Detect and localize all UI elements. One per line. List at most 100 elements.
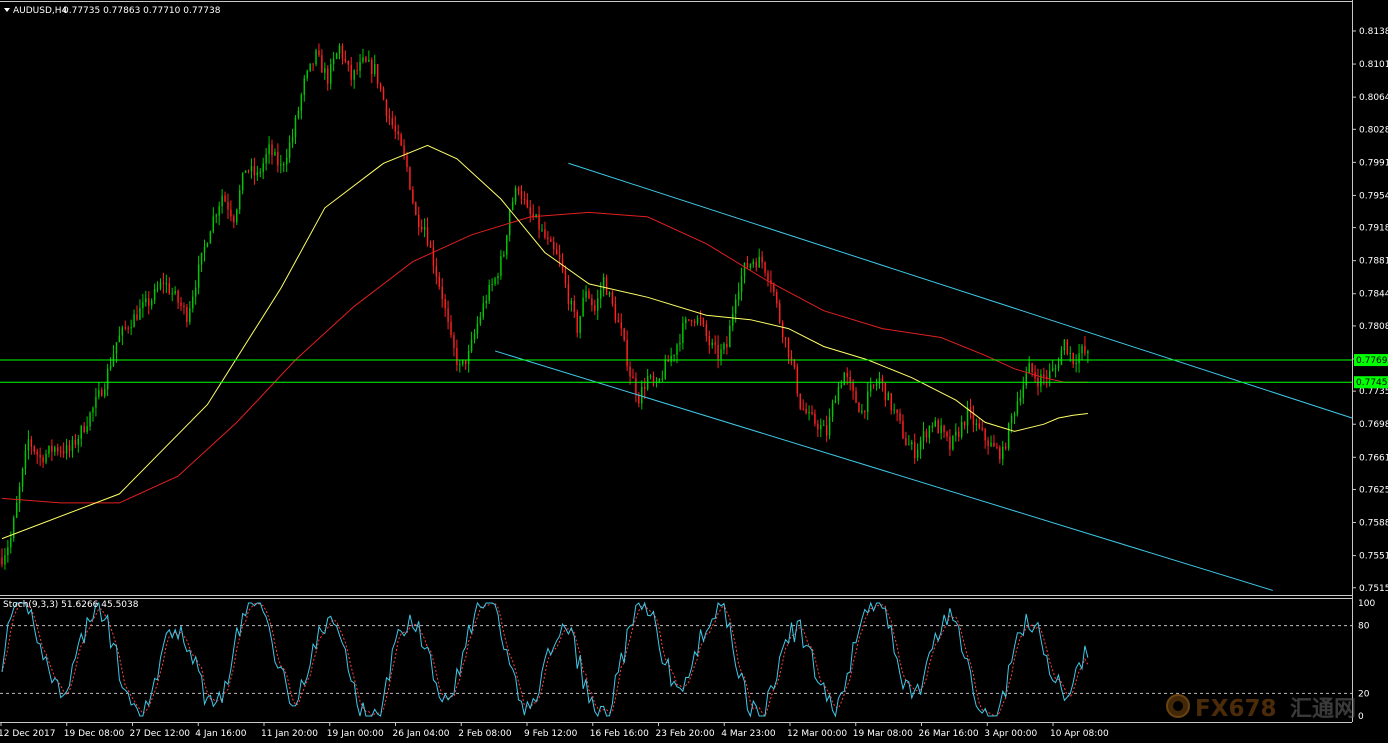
candle-body xyxy=(755,261,757,268)
candle-body xyxy=(817,423,819,430)
candle-body xyxy=(74,439,77,445)
candle-body xyxy=(21,468,24,487)
price-plot[interactable] xyxy=(0,43,1353,591)
candle-body xyxy=(626,339,628,367)
time-tick-label: 12 Dec 2017 xyxy=(0,729,56,739)
candle-body xyxy=(699,317,702,320)
candle-body xyxy=(520,191,523,199)
candle-body xyxy=(641,386,643,404)
candle-body xyxy=(4,555,6,565)
candle-body xyxy=(224,195,226,202)
candle-body xyxy=(676,344,678,356)
candle-body xyxy=(734,299,737,314)
candle-body xyxy=(1019,397,1022,402)
candle-body xyxy=(532,213,534,218)
candle-body xyxy=(1025,373,1027,386)
candle-body xyxy=(567,283,570,305)
candle-body xyxy=(846,372,848,377)
candle-body xyxy=(57,447,59,452)
candle-body xyxy=(294,117,297,138)
candle-body xyxy=(1075,363,1077,365)
candle-body xyxy=(799,393,801,409)
candle-body xyxy=(145,298,147,303)
price-marker-label: 0.77698 xyxy=(1356,356,1388,366)
candle-body xyxy=(867,391,869,412)
candle-body xyxy=(993,442,995,447)
stochastic-pane[interactable]: 100 80 20 0 xyxy=(0,599,1375,722)
candle-body xyxy=(649,375,652,377)
candle-body xyxy=(858,402,860,413)
candle-body xyxy=(215,215,217,217)
candle-body xyxy=(514,188,517,202)
candle-body xyxy=(679,342,681,345)
candle-body xyxy=(708,335,711,346)
candle-body xyxy=(453,335,455,348)
candle-body xyxy=(274,152,276,156)
candle-body xyxy=(732,313,734,326)
candle-body xyxy=(911,442,913,445)
candle-body xyxy=(635,378,637,395)
candle-body xyxy=(180,302,182,306)
candle-body xyxy=(291,137,294,143)
candle-body xyxy=(975,423,978,425)
candle-body xyxy=(1016,401,1019,414)
candle-body xyxy=(27,439,30,451)
candle-body xyxy=(103,389,106,396)
candle-body xyxy=(192,296,194,309)
candle-body xyxy=(996,446,998,448)
candle-body xyxy=(729,325,731,348)
moving-averages xyxy=(1,144,1088,540)
candle-body xyxy=(1022,385,1025,398)
candle-body xyxy=(233,216,235,223)
candle-body xyxy=(764,262,766,273)
candle-body xyxy=(952,435,954,450)
candle-body xyxy=(955,431,957,436)
candle-body xyxy=(148,298,150,306)
candle-body xyxy=(403,145,405,156)
candle-body xyxy=(852,383,854,391)
stoch-tick-label: 80 xyxy=(1358,622,1370,632)
candle-body xyxy=(711,342,713,346)
time-tick-label: 23 Feb 20:00 xyxy=(656,729,715,739)
candle-body xyxy=(864,410,866,412)
candle-body xyxy=(781,322,784,338)
candle-body xyxy=(277,152,279,166)
candle-body xyxy=(638,394,640,404)
candle-body xyxy=(177,290,179,303)
candle-body xyxy=(726,343,728,348)
candle-body xyxy=(960,421,963,437)
stoch-header: Stoch(9,3,3) 51.6266 45.5038 xyxy=(3,600,139,610)
candle-body xyxy=(958,431,960,437)
candle-body xyxy=(643,386,646,390)
candle-body xyxy=(776,292,778,304)
candle-body xyxy=(30,439,33,447)
candle-body xyxy=(174,290,176,294)
candle-body xyxy=(576,311,578,333)
candle-body xyxy=(68,445,71,451)
candle-body xyxy=(412,189,414,203)
candle-body xyxy=(203,246,206,253)
candle-body xyxy=(890,393,892,411)
candle-body xyxy=(221,195,223,207)
candle-body xyxy=(1046,376,1048,379)
candle-body xyxy=(837,386,840,401)
candle-body xyxy=(878,378,881,384)
candle-body xyxy=(165,283,168,285)
candle-body xyxy=(368,59,370,62)
time-tick-label: 2 Feb 08:00 xyxy=(458,729,512,739)
stoch-tick-label: 0 xyxy=(1358,712,1364,722)
candle-body xyxy=(168,283,171,294)
candle-body xyxy=(570,300,573,305)
price-marker-box xyxy=(1354,354,1388,367)
candle-body xyxy=(673,355,675,357)
candle-body xyxy=(987,440,989,447)
candle-body xyxy=(362,57,364,62)
candle-body xyxy=(327,68,329,84)
candle-body xyxy=(966,407,969,426)
candle-body xyxy=(535,214,537,218)
candle-body xyxy=(872,384,875,386)
